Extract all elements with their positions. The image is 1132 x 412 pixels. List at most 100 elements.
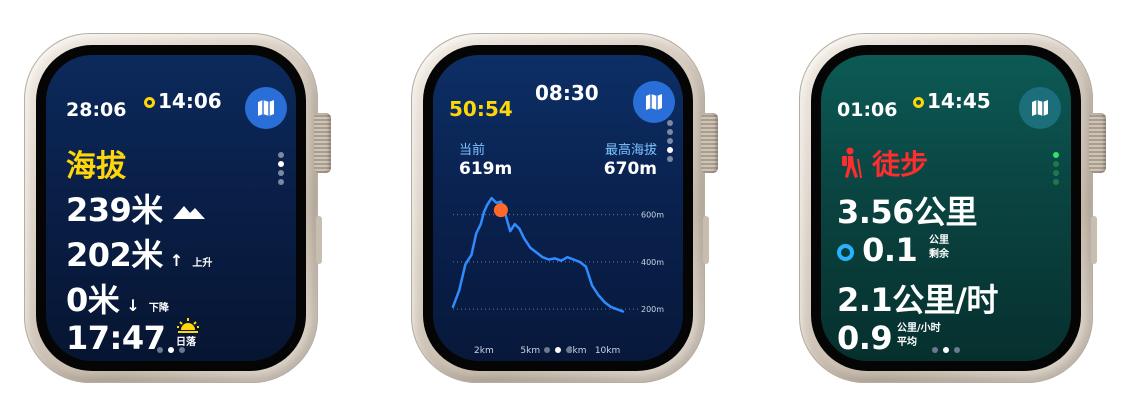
map-icon (258, 100, 274, 116)
page-dot (168, 347, 174, 353)
x-tick-label: 8km (567, 346, 587, 356)
map-button[interactable] (633, 81, 675, 123)
current-value: 619m (459, 159, 513, 179)
current-position-marker (493, 203, 508, 218)
elevation-line (451, 196, 625, 313)
page-indicator (821, 347, 1071, 353)
y-tick-label: 400m (641, 258, 664, 267)
watch-altitude-view: 28:06 14:06 海拔 239米 202米 ↑ 上升 0米 ↓ (24, 33, 331, 383)
scroll-dot (667, 120, 673, 126)
page-dot (555, 347, 561, 353)
descent-label: 下降 (148, 303, 169, 314)
max-label: 最高海拔 (604, 143, 657, 158)
scroll-dot (667, 147, 673, 153)
clock-time: 14:45 (913, 89, 991, 113)
side-button[interactable] (316, 216, 322, 264)
watch-bezel: 50:54 08:30 当前 619m 最高海拔 670m 200m 400m 60… (423, 45, 693, 371)
distance-value: 3.56公里 (837, 193, 977, 231)
watch-hiking-view: 01:06 14:45 徒步 3.56公里 (799, 33, 1106, 383)
page-dot (179, 347, 185, 353)
x-tick-label: 5km (520, 346, 540, 356)
activity-ring-icon (913, 97, 924, 108)
avg-value: 0.9 (837, 319, 893, 357)
page-indicator (46, 347, 296, 353)
ascent-arrow-icon: ↑ (169, 251, 184, 270)
activity-name: 徒步 (872, 148, 929, 181)
scroll-indicator (278, 152, 284, 185)
metric-title: 海拔 (66, 149, 126, 184)
page-dot (566, 347, 572, 353)
mountain-icon (172, 206, 205, 219)
scroll-dot (278, 179, 284, 185)
descent-value: 0米 (66, 281, 120, 319)
remaining-unit: 公里 (929, 235, 949, 246)
avg-label: 平均 (897, 337, 917, 348)
scroll-dot (667, 129, 673, 135)
sunset-label: 日落 (176, 337, 196, 348)
clock-time: 08:30 (535, 81, 599, 105)
map-icon (1032, 100, 1048, 116)
current-label: 当前 (459, 143, 486, 158)
elevation-row: 239米 (66, 185, 206, 231)
elapsed-time: 01:06 (837, 99, 898, 121)
max-value: 670m (603, 159, 657, 179)
descent-row: 0米 ↓ 下降 (66, 275, 169, 321)
scroll-dot (278, 170, 284, 176)
progress-ring-icon (837, 244, 854, 261)
watch-screen: 50:54 08:30 当前 619m 最高海拔 670m 200m 400m 60… (433, 55, 683, 361)
sunset-icon (176, 317, 200, 337)
page-indicator (433, 347, 683, 353)
side-button[interactable] (1091, 216, 1097, 264)
clock-value: 14:45 (927, 89, 991, 113)
x-tick-label: 2km (474, 346, 494, 356)
digital-crown[interactable] (1089, 113, 1106, 173)
clock-value: 14:06 (158, 89, 222, 113)
watch-bezel: 01:06 14:45 徒步 3.56公里 (811, 45, 1081, 371)
scroll-dot (667, 156, 673, 162)
side-button[interactable] (703, 216, 709, 264)
scroll-indicator (667, 120, 673, 162)
page-dot (544, 347, 550, 353)
watch-screen: 28:06 14:06 海拔 239米 202米 ↑ 上升 0米 ↓ (46, 55, 296, 361)
elevation-value: 239米 (66, 191, 163, 229)
pace-value: 2.1公里/时 (837, 281, 998, 319)
hiker-icon (842, 147, 862, 179)
elapsed-time: 50:54 (449, 97, 513, 121)
elapsed-time: 28:06 (66, 99, 127, 121)
page-dot (932, 347, 938, 353)
page-dot (943, 347, 949, 353)
avg-unit: 公里/小时 (897, 323, 941, 334)
ascent-row: 202米 ↑ 上升 (66, 230, 212, 276)
y-tick-label: 200m (641, 305, 664, 314)
scroll-dot (278, 161, 284, 167)
scroll-dot (1053, 161, 1059, 167)
digital-crown[interactable] (314, 113, 331, 173)
activity-row: 徒步 (837, 143, 928, 183)
x-tick-label: 10km (595, 346, 620, 356)
digital-crown[interactable] (701, 113, 718, 173)
remaining-label: 剩余 (929, 249, 949, 260)
ascent-label: 上升 (192, 258, 213, 269)
scroll-indicator (1053, 152, 1059, 185)
map-icon (646, 94, 662, 110)
scroll-dot (278, 152, 284, 158)
ascent-value: 202米 (66, 236, 163, 274)
scroll-dot (1053, 170, 1059, 176)
remaining-value: 0.1 (862, 231, 918, 269)
elevation-chart: 200m 400m 600m 2km 5km 8km 10km (451, 196, 664, 356)
watch-screen: 01:06 14:45 徒步 3.56公里 (821, 55, 1071, 361)
sunset-row: 17:47 (66, 319, 166, 357)
scroll-dot (1053, 152, 1059, 158)
watch-elevation-chart-view: 50:54 08:30 当前 619m 最高海拔 670m 200m 400m 60… (411, 33, 718, 383)
map-button[interactable] (245, 87, 287, 129)
descent-arrow-icon: ↓ (126, 296, 140, 315)
scroll-dot (667, 138, 673, 144)
activity-ring-icon (144, 97, 155, 108)
watch-bezel: 28:06 14:06 海拔 239米 202米 ↑ 上升 0米 ↓ (36, 45, 306, 371)
sunset-time: 17:47 (66, 319, 166, 357)
remaining-row: 0.1 (837, 231, 918, 269)
y-tick-label: 600m (641, 211, 664, 220)
map-button[interactable] (1019, 87, 1061, 129)
page-dot (157, 347, 163, 353)
scroll-dot (1053, 179, 1059, 185)
